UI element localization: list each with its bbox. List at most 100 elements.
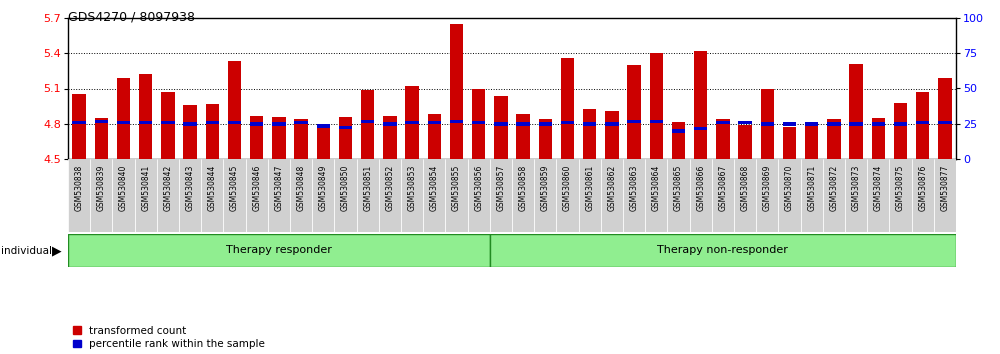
Bar — [561, 121, 574, 125]
Text: GSM530838: GSM530838 — [75, 165, 84, 211]
Bar — [334, 159, 357, 232]
Text: GSM530860: GSM530860 — [563, 165, 572, 211]
Text: GSM530863: GSM530863 — [630, 165, 639, 211]
Text: GSM530852: GSM530852 — [385, 165, 394, 211]
Bar — [645, 159, 667, 232]
Bar — [228, 121, 241, 125]
Bar — [761, 88, 774, 159]
Bar — [357, 159, 379, 232]
Bar — [605, 111, 619, 159]
Text: GSM530857: GSM530857 — [496, 165, 505, 211]
Text: GSM530856: GSM530856 — [474, 165, 483, 211]
Text: ▶: ▶ — [52, 245, 62, 258]
Text: GSM530872: GSM530872 — [829, 165, 838, 211]
Bar — [539, 119, 552, 159]
Bar — [294, 119, 308, 159]
Bar — [556, 159, 579, 232]
Text: GSM530871: GSM530871 — [807, 165, 816, 211]
Bar — [179, 159, 201, 232]
Bar — [494, 96, 508, 159]
Bar — [716, 119, 730, 159]
Bar — [601, 159, 623, 232]
Bar — [383, 122, 397, 126]
Text: GSM530842: GSM530842 — [163, 165, 172, 211]
Bar — [445, 159, 468, 232]
Text: GSM530876: GSM530876 — [918, 165, 927, 211]
Bar — [912, 159, 934, 232]
Bar — [95, 120, 108, 123]
Bar — [623, 159, 645, 232]
Bar — [312, 159, 334, 232]
Bar — [539, 122, 552, 126]
Bar — [534, 159, 556, 232]
Bar — [272, 122, 286, 126]
Bar — [716, 121, 730, 125]
Bar — [561, 58, 574, 159]
Bar — [889, 159, 912, 232]
Bar — [95, 118, 108, 159]
Bar — [872, 118, 885, 159]
Bar — [161, 121, 175, 125]
Bar — [450, 120, 463, 123]
Bar — [201, 159, 223, 232]
Text: Therapy non-responder: Therapy non-responder — [657, 245, 788, 256]
Bar — [583, 109, 596, 159]
Bar — [117, 78, 130, 159]
Bar — [206, 104, 219, 159]
Bar — [383, 116, 397, 159]
Text: GSM530858: GSM530858 — [519, 165, 528, 211]
Text: GSM530841: GSM530841 — [141, 165, 150, 211]
Bar — [339, 117, 352, 159]
Bar — [223, 159, 246, 232]
Bar — [845, 159, 867, 232]
Bar — [894, 103, 907, 159]
Bar — [916, 121, 929, 125]
Bar — [272, 117, 286, 159]
Bar — [579, 159, 601, 232]
Text: GSM530866: GSM530866 — [696, 165, 705, 211]
Text: GSM530867: GSM530867 — [718, 165, 727, 211]
Bar — [472, 121, 485, 125]
Text: GSM530877: GSM530877 — [940, 165, 949, 211]
Bar — [938, 121, 952, 125]
Bar — [650, 120, 663, 123]
Text: GSM530855: GSM530855 — [452, 165, 461, 211]
Bar — [583, 122, 596, 126]
Bar — [867, 159, 889, 232]
Bar — [290, 159, 312, 232]
Bar — [827, 122, 841, 126]
Bar — [627, 65, 641, 159]
Legend: transformed count, percentile rank within the sample: transformed count, percentile rank withi… — [73, 326, 265, 349]
Bar — [694, 127, 707, 130]
Bar — [690, 159, 712, 232]
Bar — [805, 124, 818, 159]
Bar — [361, 90, 374, 159]
Bar — [827, 119, 841, 159]
Text: Therapy responder: Therapy responder — [226, 245, 332, 256]
Bar — [516, 114, 530, 159]
Text: GSM530854: GSM530854 — [430, 165, 439, 211]
Bar — [405, 121, 419, 125]
Bar — [938, 78, 952, 159]
Bar — [490, 234, 956, 267]
Bar — [490, 159, 512, 232]
Text: GSM530853: GSM530853 — [408, 165, 417, 211]
Bar — [379, 159, 401, 232]
Bar — [805, 122, 818, 126]
Text: GSM530846: GSM530846 — [252, 165, 261, 211]
Bar — [401, 159, 423, 232]
Bar — [405, 86, 419, 159]
Bar — [778, 159, 801, 232]
Bar — [734, 159, 756, 232]
Bar — [250, 122, 263, 126]
Bar — [139, 74, 152, 159]
Bar — [650, 53, 663, 159]
Bar — [72, 121, 86, 125]
Bar — [849, 64, 863, 159]
Text: GSM530847: GSM530847 — [274, 165, 283, 211]
Bar — [268, 159, 290, 232]
Text: individual: individual — [1, 246, 52, 256]
Bar — [250, 116, 263, 159]
Text: GSM530870: GSM530870 — [785, 165, 794, 211]
Bar — [783, 122, 796, 126]
